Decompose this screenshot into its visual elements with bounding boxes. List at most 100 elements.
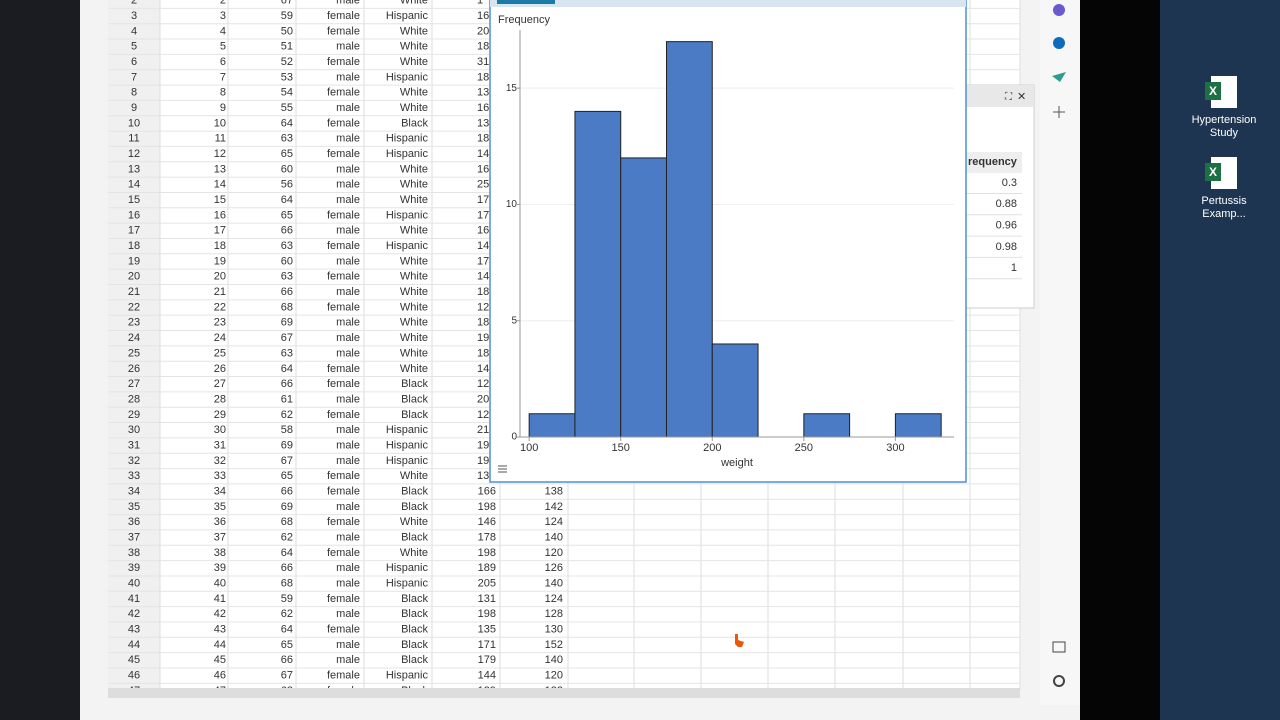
cell: 58	[281, 424, 293, 436]
cell: 16	[477, 102, 489, 114]
cell: 1	[1011, 262, 1017, 274]
row-header: 33	[128, 470, 140, 482]
expand-button[interactable]: ⛶	[1004, 92, 1013, 103]
row-header: 12	[128, 148, 140, 160]
cell: 68	[281, 301, 293, 313]
panel-button[interactable]	[1052, 641, 1066, 653]
cell: 35	[214, 501, 226, 513]
cell: 15	[214, 194, 226, 206]
cell: White	[400, 286, 428, 298]
app-icon[interactable]	[1053, 37, 1065, 49]
x-tick-label: 150	[612, 442, 630, 454]
cell: White	[400, 0, 428, 7]
cell: 63	[281, 240, 293, 252]
cell: 18	[477, 133, 489, 145]
app-icon[interactable]	[1052, 72, 1066, 82]
cell: 14	[214, 179, 226, 191]
cell: 36	[214, 516, 226, 528]
cell: female	[327, 240, 360, 252]
cell: 22	[214, 301, 226, 313]
app-icon[interactable]	[1053, 4, 1065, 16]
cell: White	[400, 41, 428, 53]
x-tick-label: 300	[886, 442, 904, 454]
cell: 138	[545, 485, 563, 497]
cell: male	[336, 654, 360, 666]
desktop-icon-label[interactable]: Pertussis Examp...	[1201, 195, 1247, 220]
row-header: 18	[128, 240, 140, 252]
desktop-icon-label[interactable]: Hypertension Study	[1191, 114, 1257, 139]
cell: 124	[545, 516, 563, 528]
cell: 53	[281, 71, 293, 83]
cell: 68	[281, 516, 293, 528]
row-header: 39	[128, 562, 140, 574]
cell: 69	[281, 501, 293, 513]
close-button[interactable]: ✕	[1017, 91, 1026, 103]
row-header: 2	[131, 0, 137, 7]
row-header: 24	[128, 332, 140, 344]
cell: 61	[281, 393, 293, 405]
cell: 135	[478, 624, 496, 636]
y-tick-label: 0	[511, 432, 517, 443]
cell: female	[327, 25, 360, 37]
row-header: 38	[128, 547, 140, 559]
add-button[interactable]	[1053, 106, 1065, 118]
cell: 65	[281, 639, 293, 651]
cell: 46	[214, 670, 226, 682]
row-header: 27	[128, 378, 140, 390]
cell: 9	[220, 102, 226, 114]
cell: 20	[214, 271, 226, 283]
cell: male	[336, 102, 360, 114]
cell: 56	[281, 179, 293, 191]
cell: Black	[401, 654, 428, 666]
cell: 189	[478, 562, 496, 574]
y-axis-label: Frequency	[498, 14, 550, 26]
cell: Black	[401, 409, 428, 421]
cell: 14	[477, 148, 489, 160]
cell: 18	[477, 41, 489, 53]
cell: 66	[281, 225, 293, 237]
cell: Hispanic	[386, 148, 429, 160]
cell: 24	[214, 332, 226, 344]
row-header: 46	[128, 670, 140, 682]
row-header: 44	[128, 639, 140, 651]
cell: White	[400, 332, 428, 344]
cell: 59	[281, 593, 293, 605]
settings-button[interactable]	[1053, 675, 1065, 687]
cell: Black	[401, 117, 428, 129]
y-tick-label: 15	[506, 83, 518, 94]
cell: 30	[214, 424, 226, 436]
cell: 19	[214, 255, 226, 267]
y-tick-label: 5	[511, 315, 517, 326]
desktop-icon[interactable]: X	[1205, 157, 1237, 189]
cell: Hispanic	[386, 562, 429, 574]
cell: White	[400, 301, 428, 313]
cell: 31	[214, 439, 226, 451]
cell: 66	[281, 286, 293, 298]
desktop-icon[interactable]: X	[1205, 76, 1237, 108]
cell: White	[400, 470, 428, 482]
cell: 69	[281, 439, 293, 451]
cell: male	[336, 0, 360, 7]
cell: Black	[401, 393, 428, 405]
cell: 205	[478, 578, 496, 590]
cell: 13	[477, 470, 489, 482]
cell: 16	[477, 163, 489, 175]
cell: 32	[214, 455, 226, 467]
row-header: 7	[131, 71, 137, 83]
histogram-window: Frequency weight 0 5 10 15 100 150 200 250 300	[489, 0, 967, 483]
cell: female	[327, 516, 360, 528]
cell: 64	[281, 194, 293, 206]
cell: 23	[214, 317, 226, 329]
row-header: 30	[128, 424, 140, 436]
cell: Black	[401, 608, 428, 620]
cell: 31	[477, 56, 489, 68]
row-header: 8	[131, 87, 137, 99]
cell: 64	[281, 363, 293, 375]
cell: female	[327, 378, 360, 390]
row-header: 20	[128, 271, 140, 283]
row-header: 21	[128, 286, 140, 298]
cell: White	[400, 87, 428, 99]
cell: 166	[478, 485, 496, 497]
row-header: 35	[128, 501, 140, 513]
